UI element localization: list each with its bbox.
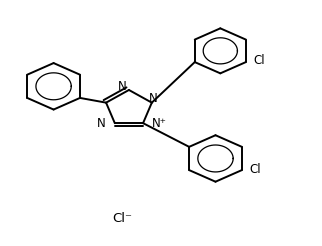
Text: N: N — [118, 79, 127, 92]
Text: Cl⁻: Cl⁻ — [112, 212, 133, 225]
Text: N: N — [96, 117, 105, 130]
Text: N⁺: N⁺ — [152, 117, 167, 130]
Text: Cl: Cl — [253, 54, 265, 67]
Text: N: N — [149, 92, 158, 105]
Text: Cl: Cl — [249, 163, 260, 176]
